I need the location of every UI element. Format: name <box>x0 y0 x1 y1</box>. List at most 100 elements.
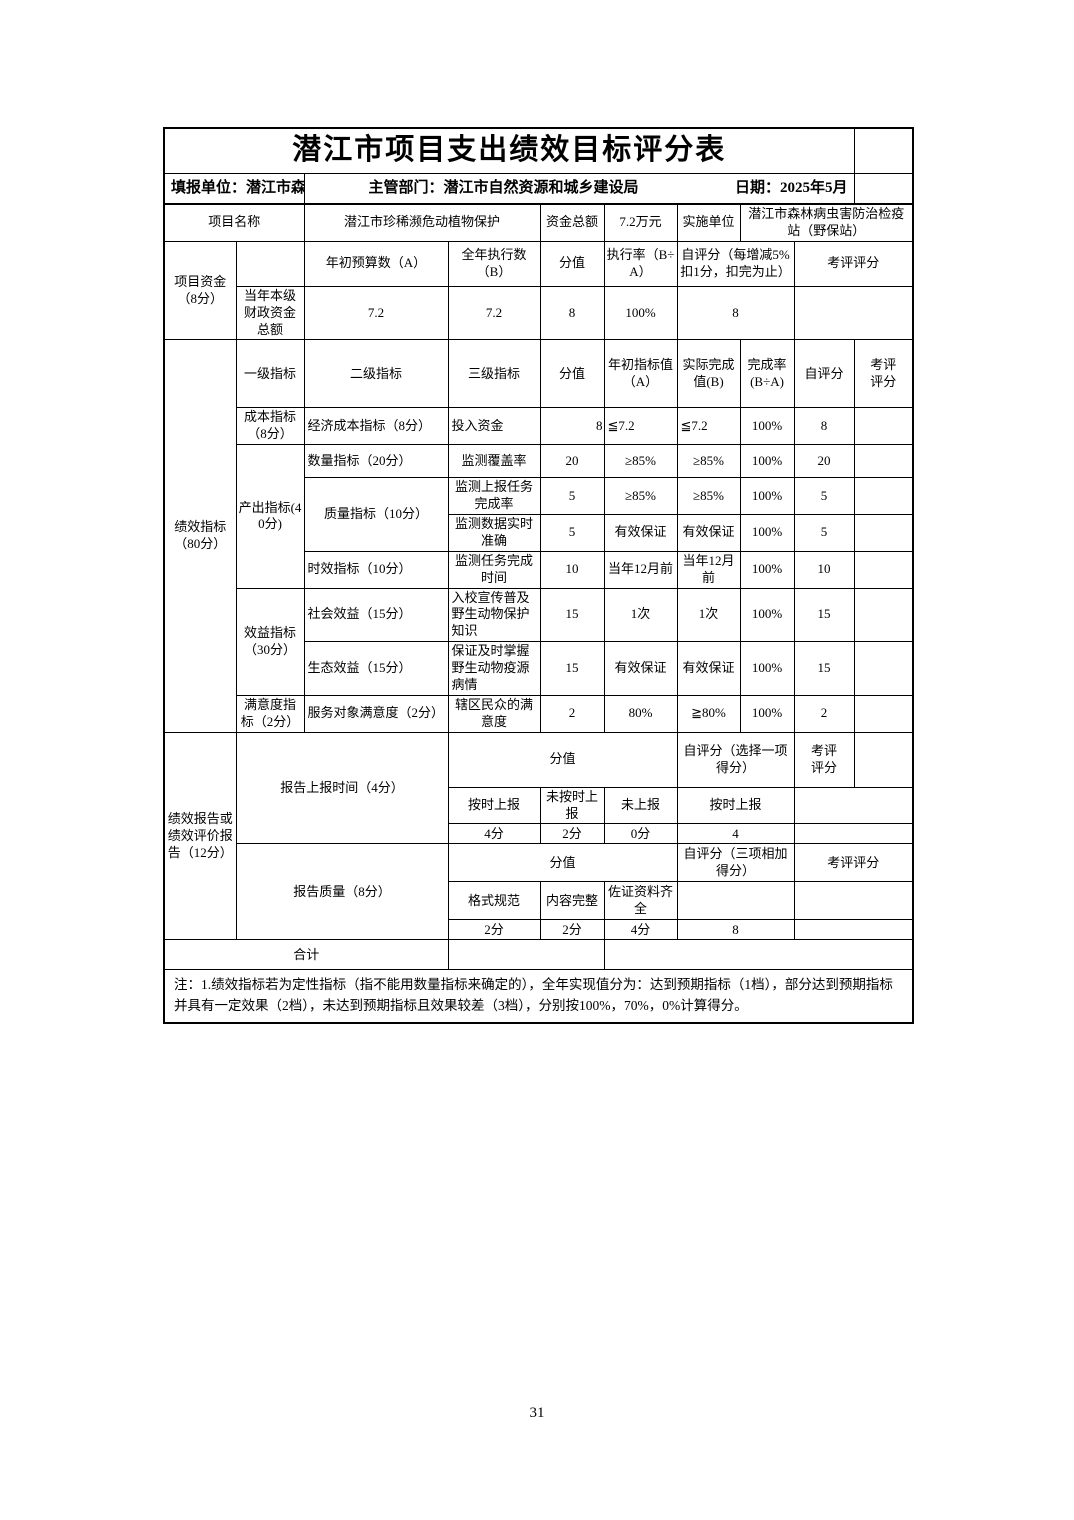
header-rate: 完成率(B÷A) <box>739 339 795 409</box>
target-cell: 当年12月前 <box>603 550 678 589</box>
funding-header-review: 考评评分 <box>793 240 914 287</box>
rate-cell: 100% <box>739 550 795 589</box>
indicator-row-quality-2: 监测数据实时准确 5 有效保证 有效保证 100% 5 <box>164 514 914 552</box>
actual-cell: 有效保证 <box>676 641 741 696</box>
l3-cell: 监测覆盖率 <box>447 444 541 479</box>
score-cell: 15 <box>539 641 605 696</box>
quality-score3: 4分 <box>603 919 678 941</box>
quality-score2: 2分 <box>539 919 605 941</box>
review-cell <box>853 587 914 643</box>
report-quality-header-row: 报告质量（8分） 分值 自评分（三项相加得分） 考评评分 <box>164 843 914 941</box>
l2-cell: 时效指标（10分） <box>303 550 449 589</box>
funding-data-row: 当年本级财政资金总额 7.2 7.2 8 100% 8 <box>164 285 914 341</box>
target-cell: 80% <box>603 694 678 733</box>
timing-opt1: 按时上报 <box>447 786 541 825</box>
funding-header-self: 自评分（每增减5%扣1分，扣完为止） <box>676 240 795 287</box>
header-self: 自评分 <box>793 339 855 409</box>
quality-review-value <box>793 881 914 921</box>
indicator-row-timeliness: 时效指标（10分） 监测任务完成时间 10 当年12月前 当年12月前 100%… <box>164 550 914 589</box>
quality-score1: 2分 <box>447 919 541 941</box>
l3-cell: 辖区民众的满意度 <box>447 694 541 733</box>
timing-opt2: 未按时上报 <box>539 786 605 825</box>
report-timing-options-row: 按时上报 未按时上报 未上报 按时上报 <box>164 786 914 825</box>
actual-cell: ≥85% <box>676 444 741 479</box>
self-cell: 15 <box>793 587 855 643</box>
indicator-header-row: 绩效指标（80分） 一级指标 二级指标 三级指标 分值 年初指标值（A） 实际完… <box>163 339 914 733</box>
indicator-row-quality-1: 质量指标（10分） 监测上报任务完成率 5 ≥85% ≥85% 100% 5 <box>164 477 914 552</box>
self-cell: 2 <box>793 694 855 733</box>
header-l1: 一级指标 <box>235 339 305 409</box>
report-timing-header-row: 绩效报告或绩效评价报告（12分） 报告上报时间（4分） 分值 自评分（选择一项得… <box>163 731 914 941</box>
quality-self-header: 自评分（三项相加得分） <box>676 843 795 883</box>
l3-cell: 投入资金 <box>447 407 541 446</box>
review-cell <box>853 477 914 516</box>
quality-opt2: 内容完整 <box>539 881 605 921</box>
actual-cell: 当年12月前 <box>676 550 741 589</box>
total-label: 合计 <box>163 939 449 971</box>
l1-cell: 效益指标（30分） <box>235 587 305 696</box>
report-section-label: 绩效报告或绩效评价报告（12分） <box>163 731 237 941</box>
quality-self-value <box>676 881 795 921</box>
target-cell: 1次 <box>603 587 678 643</box>
timing-self-score: 4 <box>676 823 795 845</box>
l1-cell: 满意度指标（2分） <box>235 694 305 733</box>
meta-row: 填报单位：潜江市森 主管部门：潜江市自然资源和城乡建设局 日期：2025年5月 <box>163 172 914 205</box>
header-l3: 三级指标 <box>447 339 541 409</box>
funding-exec: 7.2 <box>447 285 541 341</box>
impl-unit-label: 实施单位 <box>676 202 741 242</box>
timing-self-header: 自评分（选择一项得分） <box>676 731 795 788</box>
funding-header-row: 项目资金（8分） 年初预算数（A） 全年执行数（B） 分值 执行率（B÷A） 自… <box>163 240 914 341</box>
funding-row-label: 当年本级财政资金总额 <box>235 285 305 341</box>
page-number: 31 <box>529 1405 545 1421</box>
l1-cell: 成本指标（8分） <box>235 407 305 446</box>
actual-cell: 有效保证 <box>676 514 741 552</box>
rate-cell: 100% <box>739 694 795 733</box>
meta-mid-cell: 主管部门：潜江市自然资源和城乡建设局 日期：2025年5月 <box>303 172 855 205</box>
amount-label: 资金总额 <box>539 202 605 242</box>
score-cell: 10 <box>539 550 605 589</box>
indicator-row-ecological: 生态效益（15分） 保证及时掌握野生动物疫源病情 15 有效保证 有效保证 10… <box>164 641 914 696</box>
score-cell: 15 <box>539 587 605 643</box>
target-cell: ≦7.2 <box>603 407 678 446</box>
project-name-value: 潜江市珍稀濒危动植物保护 <box>303 202 541 242</box>
funding-header-score: 分值 <box>539 240 605 287</box>
score-cell: 20 <box>539 444 605 479</box>
score-cell: 5 <box>539 514 605 552</box>
funding-review-score <box>793 285 914 341</box>
funding-header-exec: 全年执行数（B） <box>447 240 541 287</box>
funding-header-budget: 年初预算数（A） <box>303 240 449 287</box>
quality-opt3: 佐证资料齐全 <box>603 881 678 921</box>
score-table: 潜江市项目支出绩效目标评分表 填报单位：潜江市森 主管部门：潜江市自然资源和城乡… <box>163 127 915 1025</box>
timing-review-value <box>793 786 914 825</box>
note-row: 注：1.绩效指标若为定性指标（指不能用数量指标来确定的），全年实现值分为：达到预… <box>163 969 914 1024</box>
review-cell <box>853 514 914 552</box>
quality-review-header: 考评评分 <box>793 843 914 883</box>
funding-rate: 100% <box>603 285 678 341</box>
fill-unit: 填报单位：潜江市森 <box>163 172 305 205</box>
l2-cell: 服务对象满意度（2分） <box>303 694 449 733</box>
amount-value: 7.2万元 <box>603 202 678 242</box>
l2-cell: 数量指标（20分） <box>303 444 449 479</box>
timing-self-value: 按时上报 <box>676 786 795 825</box>
score-cell: 2 <box>539 694 605 733</box>
l2-cell: 经济成本指标（8分） <box>303 407 449 446</box>
score-cell: 5 <box>539 477 605 516</box>
l2-cell: 社会效益（15分） <box>303 587 449 643</box>
funding-budget: 7.2 <box>303 285 449 341</box>
l3-cell: 监测上报任务完成率 <box>447 477 541 516</box>
actual-cell: ≥85% <box>676 477 741 516</box>
quality-opt1: 格式规范 <box>447 881 541 921</box>
self-cell: 5 <box>793 477 855 516</box>
date: 日期：2025年5月 <box>735 179 848 196</box>
actual-cell: ≧80% <box>676 694 741 733</box>
header-l2: 二级指标 <box>303 339 449 409</box>
timing-score-header: 分值 <box>447 731 678 788</box>
timing-score1: 4分 <box>447 823 541 845</box>
empty-cell <box>235 240 305 287</box>
l3-cell: 入校宣传普及野生动物保护知识 <box>447 587 541 643</box>
timing-score3: 0分 <box>603 823 678 845</box>
l2-cell: 生态效益（15分） <box>303 641 449 696</box>
actual-cell: ≦7.2 <box>676 407 741 446</box>
indicator-section-label: 绩效指标（80分） <box>163 339 237 733</box>
rate-cell: 100% <box>739 407 795 446</box>
